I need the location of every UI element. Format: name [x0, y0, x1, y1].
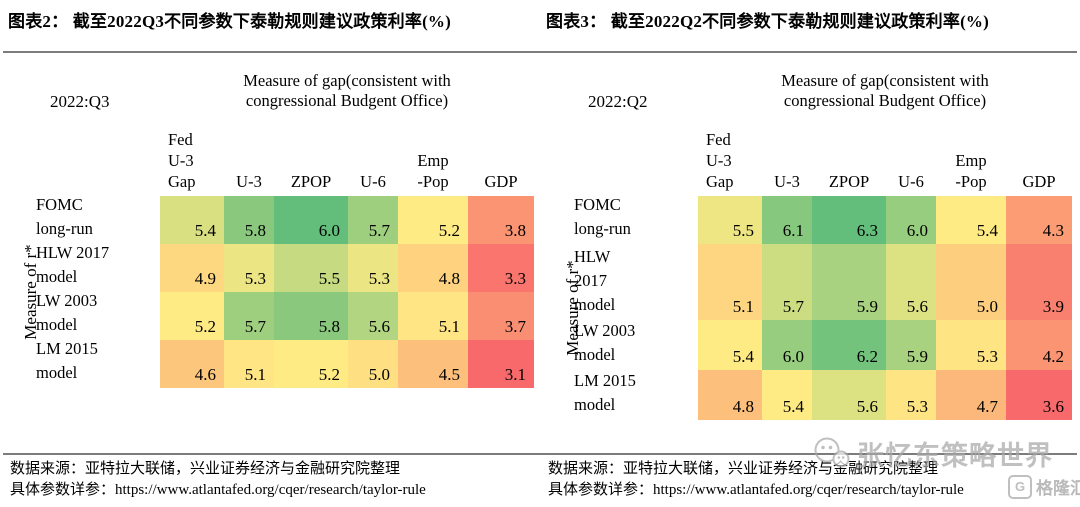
heatmap-cell-r1c1: 5.3 [224, 244, 274, 292]
heatmap-cell-r0c3: 5.7 [348, 196, 398, 244]
heatmap-cell-r2c3: 5.9 [886, 320, 936, 370]
heatmap-cell-r2c4: 5.3 [936, 320, 1006, 370]
column-header-u3: U-3 [236, 172, 262, 191]
heatmap-cell-r3c0: 4.8 [698, 370, 762, 420]
column-header-gdp: GDP [484, 172, 518, 191]
heatmap-cell-r2c0: 5.4 [698, 320, 762, 370]
source-note-left: 数据来源：亚特拉大联储，兴业证券经济与金融研究院整理 具体参数详参：https:… [10, 459, 426, 501]
heatmap-cell-r2c3: 5.6 [348, 292, 398, 340]
column-header-emp-pop: Emp -Pop [955, 151, 987, 191]
heatmap-cell-r1c0: 4.9 [160, 244, 224, 292]
row-label-1: HLW 2017 model [36, 243, 110, 286]
figure3-title: 图表3： 截至2022Q2不同参数下泰勒规则建议政策利率(%) [546, 12, 989, 31]
column-header-u6: U-6 [360, 172, 386, 191]
column-header-u3: U-3 [774, 172, 800, 191]
column-headers: Fed U-3 Gap U-3 ZPOP U-6 Emp -Pop GDP [160, 114, 534, 196]
heatmap-cell-r0c3: 6.0 [886, 196, 936, 244]
heatmap-cell-r0c5: 4.3 [1006, 196, 1072, 244]
heatmap-cell-r0c4: 5.2 [398, 196, 468, 244]
heatmap-cell-r0c0: 5.5 [698, 196, 762, 244]
row-label-0: FOMC long-run [574, 195, 631, 238]
heatmap-cell-r3c1: 5.1 [224, 340, 274, 388]
heatmap-cell-r0c0: 5.4 [160, 196, 224, 244]
heatmap-grid: 5.4 5.8 6.0 5.7 5.2 3.8 4.9 5.3 5.5 5.3 4.8 3.3 5.2 5… [160, 196, 534, 388]
figure2-heatmap-chart: 2022:Q3 Measure of gap(consistent with c… [8, 56, 536, 452]
heatmap-cell-r3c5: 3.1 [468, 340, 534, 388]
row-label-3: LM 2015 model [36, 339, 98, 382]
gap-header-line2: congressional Budgent Office) [245, 91, 449, 110]
heatmap-cell-r3c5: 3.6 [1006, 370, 1072, 420]
row-labels: FOMC long-run HLW 2017 model LW 2003 model LM 2… [546, 195, 698, 420]
row-labels: FOMC long-run HLW 2017 model LW 2003 model LM … [8, 195, 160, 388]
source-url-line: 具体参数详参：https://www.atlantafed.org/cqer/r… [548, 482, 964, 498]
heatmap-cell-r0c2: 6.3 [812, 196, 886, 244]
column-header-fed-u3-gap: Fed U-3 Gap [706, 130, 734, 191]
source-url-line: 具体参数详参：https://www.atlantafed.org/cqer/r… [10, 482, 426, 498]
heatmap-cell-r1c3: 5.6 [886, 244, 936, 320]
heatmap-cell-r0c4: 5.4 [936, 196, 1006, 244]
figure3-heatmap-chart: 2022:Q2 Measure of gap(consistent with c… [546, 56, 1074, 452]
heatmap-cell-r3c3: 5.0 [348, 340, 398, 388]
heatmap-cell-r1c1: 5.7 [762, 244, 812, 320]
data-source-line: 数据来源：亚特拉大联储，兴业证券经济与金融研究院整理 [10, 461, 401, 477]
bottom-divider-line [3, 453, 1077, 455]
gelonghui-logo: G 格隆汇 [1008, 474, 1080, 499]
column-header-zpop: ZPOP [828, 172, 870, 191]
gap-header-line1: Measure of gap(consistent with [781, 71, 989, 90]
row-label-1: HLW 2017 model [574, 247, 616, 314]
row-label-2: LW 2003 model [574, 321, 636, 364]
heatmap-cell-r1c3: 5.3 [348, 244, 398, 292]
heatmap-cell-r1c4: 5.0 [936, 244, 1006, 320]
gap-measure-header: Measure of gap(consistent with congressi… [160, 71, 534, 111]
heatmap-cell-r1c5: 3.9 [1006, 244, 1072, 320]
row-label-2: LW 2003 model [36, 291, 98, 334]
gap-header-line1: Measure of gap(consistent with [243, 71, 451, 90]
gelonghui-icon: G [1008, 474, 1032, 499]
heatmap-cell-r0c5: 3.8 [468, 196, 534, 244]
heatmap-cell-r0c2: 6.0 [274, 196, 348, 244]
heatmap-cell-r3c4: 4.5 [398, 340, 468, 388]
heatmap-cell-r2c1: 6.0 [762, 320, 812, 370]
column-header-fed-u3-gap: Fed U-3 Gap [168, 130, 196, 191]
row-label-0: FOMC long-run [36, 195, 93, 238]
heatmap-cell-r2c1: 5.7 [224, 292, 274, 340]
heatmap-cell-r0c1: 5.8 [224, 196, 274, 244]
period-label: 2022:Q3 [50, 92, 110, 111]
heatmap-cell-r3c2: 5.6 [812, 370, 886, 420]
figure2-title: 图表2： 截至2022Q3不同参数下泰勒规则建议政策利率(%) [8, 12, 451, 31]
heatmap-grid: 5.5 6.1 6.3 6.0 5.4 4.3 5.1 5.7 5.9 5.6 5.0 3.9 5.4 6… [698, 196, 1072, 420]
column-header-gdp: GDP [1022, 172, 1056, 191]
heatmap-cell-r1c0: 5.1 [698, 244, 762, 320]
gelonghui-logo-text: 格隆汇 [1036, 479, 1080, 498]
heatmap-cell-r2c2: 6.2 [812, 320, 886, 370]
heatmap-cell-r0c1: 6.1 [762, 196, 812, 244]
period-label: 2022:Q2 [588, 92, 648, 111]
heatmap-cell-r2c0: 5.2 [160, 292, 224, 340]
heatmap-cell-r2c5: 4.2 [1006, 320, 1072, 370]
heatmap-cell-r2c2: 5.8 [274, 292, 348, 340]
heatmap-cell-r3c3: 5.3 [886, 370, 936, 420]
source-note-right: 数据来源：亚特拉大联储，兴业证券经济与金融研究院整理 具体参数详参：https:… [548, 459, 964, 501]
heatmap-cell-r3c1: 5.4 [762, 370, 812, 420]
heatmap-cell-r1c2: 5.9 [812, 244, 886, 320]
heatmap-cell-r2c5: 3.7 [468, 292, 534, 340]
row-label-3: LM 2015 model [574, 371, 636, 414]
top-divider-line [3, 51, 1077, 53]
heatmap-cell-r3c0: 4.6 [160, 340, 224, 388]
column-header-emp-pop: Emp -Pop [417, 151, 449, 191]
column-header-u6: U-6 [898, 172, 924, 191]
heatmap-cell-r3c4: 4.7 [936, 370, 1006, 420]
heatmap-cell-r2c4: 5.1 [398, 292, 468, 340]
data-source-line: 数据来源：亚特拉大联储，兴业证券经济与金融研究院整理 [548, 461, 939, 477]
heatmap-cell-r1c5: 3.3 [468, 244, 534, 292]
heatmap-cell-r1c4: 4.8 [398, 244, 468, 292]
gap-measure-header: Measure of gap(consistent with congressi… [698, 71, 1072, 111]
heatmap-cell-r3c2: 5.2 [274, 340, 348, 388]
column-headers: Fed U-3 Gap U-3 ZPOP U-6 Emp -Pop GDP [698, 114, 1072, 196]
heatmap-cell-r1c2: 5.5 [274, 244, 348, 292]
column-header-zpop: ZPOP [290, 172, 332, 191]
gap-header-line2: congressional Budgent Office) [783, 91, 987, 110]
